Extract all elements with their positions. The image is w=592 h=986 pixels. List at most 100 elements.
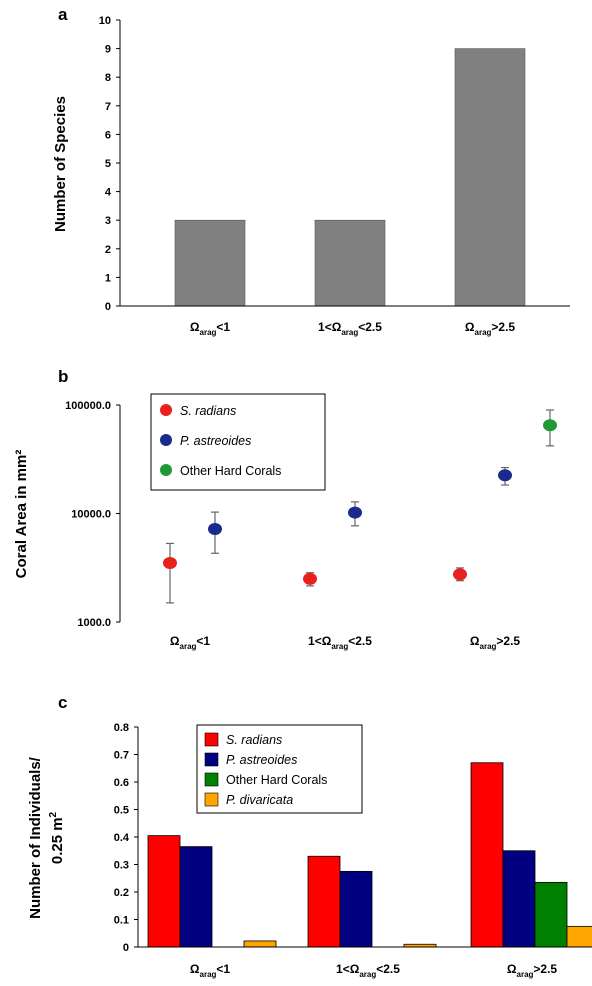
panel-c-bar: [470, 762, 504, 948]
panel-b-point: [163, 556, 177, 569]
panel-b-x-category-label-pre: 1<Ω: [308, 634, 332, 648]
panel-a-x-category-label-pre: Ω: [190, 320, 200, 334]
panel-c-y-tick-label: 0.7: [114, 750, 129, 762]
panel-b-legend-marker: [160, 434, 172, 446]
panel-b-y-tick-label: 1000.0: [77, 617, 111, 629]
panel-a-y-tick-label: 0: [105, 301, 111, 313]
panel-c-y-tick-label: 0.3: [114, 860, 129, 872]
panel-c-bars: [147, 762, 592, 948]
panel-a-bar: [454, 48, 526, 307]
panel-a-bar: [174, 219, 246, 307]
panel-c-legend-label: P. divaricata: [226, 793, 293, 807]
panel-c-bar: [307, 855, 341, 948]
panel-c-y-axis-title-line2: 0.25 m2: [48, 811, 66, 864]
panel-b-x-category-label-pre: Ω: [170, 634, 180, 648]
panel-c-x-category-label-post: <2.5: [376, 962, 400, 976]
panel-c-bar: [534, 881, 568, 948]
panel-c-y-tick-label: 0.6: [114, 777, 129, 789]
panel-c-x-category-label: Ωarag<1: [190, 962, 231, 979]
panel-c-legend-swatch: [204, 792, 219, 807]
panel-a-y-tick-label: 10: [99, 15, 111, 27]
panel-c-legend: S. radians P. astreoides Other Hard Corals…: [196, 724, 363, 814]
panel-a-y-tick-label: 2: [105, 244, 111, 256]
panel-b-points: [163, 409, 557, 604]
panel-a-x-category-label: Ωarag<1: [190, 320, 231, 337]
panel-b-legend: S. radians P. astreoides Other Hard Corals: [150, 393, 326, 491]
panel-b-point: [303, 572, 317, 585]
panel-a-y-axis-title: Number of Species: [52, 96, 69, 232]
panel-a-y-tick-label: 3: [105, 215, 111, 227]
panel-c-legend-label: P. astreoides: [226, 753, 297, 767]
panel-c-x-category-label-sub: arag: [200, 970, 217, 979]
panel-c-bar: [179, 846, 213, 948]
panel-a-y-tick-label: 4: [105, 187, 112, 199]
panel-b-legend-label: S. radians: [180, 404, 236, 418]
panel-c-x-category-label-sub: arag: [359, 970, 376, 979]
panel-b-legend-label: Other Hard Corals: [180, 464, 281, 478]
panel-a-y-tick-label: 6: [105, 129, 111, 141]
panel-b-x-category-label-sub: arag: [480, 642, 497, 651]
panel-c-bar: [147, 835, 181, 948]
panel-a-x-category-label-pre: Ω: [465, 320, 475, 334]
panel-b-x-category-label-pre: Ω: [470, 634, 480, 648]
panel-c-y-tick-label: 0.4: [114, 832, 130, 844]
panel-b-x-category-label-sub: arag: [331, 642, 348, 651]
panel-c-y-tick-label: 0.5: [114, 805, 129, 817]
panel-b-x-category-label: 1<Ωarag<2.5: [308, 634, 372, 651]
panel-c-bar: [502, 850, 536, 948]
panel-b-y-tick-label: 10000.0: [71, 509, 111, 521]
panel-a-y-tick-label: 8: [105, 72, 111, 84]
panel-a-x-category-label-post: >2.5: [491, 320, 515, 334]
panel-b-x-category-label-post: <1: [196, 634, 210, 648]
panel-b-letter: b: [58, 367, 68, 386]
panel-b-y-axis-title: Coral Area in mm²: [13, 450, 30, 579]
panel-c-y-tick-label: 0: [123, 942, 129, 954]
panel-c-legend-label: S. radians: [226, 733, 282, 747]
panel-c-x-category-label-pre: 1<Ω: [336, 962, 360, 976]
panel-b-point: [543, 419, 557, 432]
panel-b-legend-label: P. astreoides: [180, 434, 251, 448]
panel-b-point: [453, 568, 467, 581]
panel-c-bar: [566, 925, 592, 948]
panel-b-point: [348, 506, 362, 519]
panel-b-point: [498, 469, 512, 482]
panel-a-y-tick-label: 9: [105, 44, 111, 56]
panel-c-x-categories: Ωarag<1 1<Ωarag<2.5 Ωarag>2.5: [190, 962, 558, 979]
panel-c: c Number of Individuals/ 0.25 m2 0 0.1 0.2…: [27, 693, 592, 979]
panel-b-point: [208, 522, 222, 535]
panel-b-y-ticks: 1000.0 10000.0 100000.0: [65, 400, 120, 629]
panel-b-legend-marker: [160, 464, 172, 476]
panel-c-y-axis-title-line1: Number of Individuals/: [27, 756, 44, 919]
panel-a-x-category-label: 1<Ωarag<2.5: [318, 320, 382, 337]
panel-c-legend-label: Other Hard Corals: [226, 773, 327, 787]
panel-c-y-tick-label: 0.8: [114, 722, 129, 734]
panel-c-letter: c: [58, 693, 67, 712]
panel-c-y-ticks: 0 0.1 0.2 0.3 0.4 0.5 0.6 0.7 0.8: [114, 722, 138, 954]
panel-b-x-category-label-post: >2.5: [496, 634, 520, 648]
panel-c-x-category-label-pre: Ω: [507, 962, 517, 976]
panel-a-x-category-label-sub: arag: [200, 328, 217, 337]
panel-a-bar: [314, 219, 386, 307]
panel-a-bars: [174, 48, 526, 307]
panel-c-x-category-label-sub: arag: [517, 970, 534, 979]
panel-b-legend-marker: [160, 404, 172, 416]
panel-b-legend-box: [150, 393, 326, 491]
panel-c-legend-swatch: [204, 732, 219, 747]
panel-b-x-categories: Ωarag<1 1<Ωarag<2.5 Ωarag>2.5: [170, 634, 521, 651]
panel-b-x-category-label: Ωarag<1: [170, 634, 211, 651]
panel-a-y-ticks: 0 1 2 3 4 5 6 7 8 9 10: [99, 15, 120, 313]
panel-a-x-category-label-pre: 1<Ω: [318, 320, 342, 334]
panel-a-x-category-label-sub: arag: [341, 328, 358, 337]
panel-c-x-category-label-pre: Ω: [190, 962, 200, 976]
panel-a-x-category-label-post: <2.5: [358, 320, 382, 334]
panel-a-y-tick-label: 1: [105, 272, 111, 284]
panel-c-x-category-label-post: >2.5: [533, 962, 557, 976]
panel-a-x-category-label-post: <1: [216, 320, 230, 334]
panel-c-y-tick-label: 0.1: [114, 915, 129, 927]
panel-c-bar: [243, 940, 277, 948]
panel-c-bar: [339, 870, 373, 948]
panel-a-y-tick-label: 5: [105, 158, 111, 170]
panel-c-y-tick-label: 0.2: [114, 887, 129, 899]
